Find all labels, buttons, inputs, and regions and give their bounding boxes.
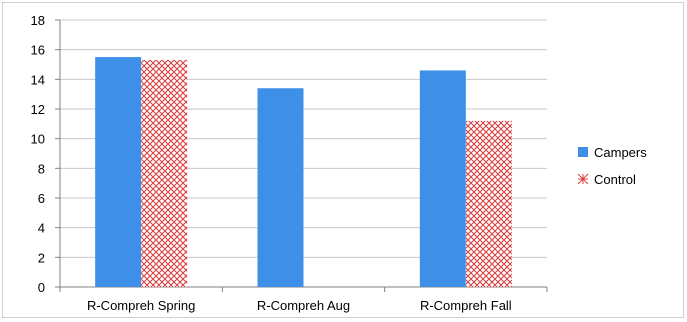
bars <box>95 57 512 288</box>
legend: Campers Control <box>577 145 647 187</box>
y-tick-label: 10 <box>31 132 45 147</box>
y-axis: 0 2 4 6 8 10 12 14 16 18 <box>31 13 61 295</box>
x-tick-label: R-Compreh Fall <box>420 298 512 313</box>
y-tick-label: 2 <box>38 250 45 265</box>
bar-campers-0 <box>95 57 142 288</box>
bar-control-2 <box>465 120 512 287</box>
bar-control-0 <box>141 60 188 287</box>
x-tick-label: R-Compreh Spring <box>87 298 195 313</box>
legend-label-campers: Campers <box>594 145 647 160</box>
y-tick-label: 16 <box>31 43 45 58</box>
x-tick-label: R-Compreh Aug <box>257 298 350 313</box>
y-tick-label: 18 <box>31 13 45 28</box>
bar-campers-1 <box>257 88 304 287</box>
x-axis: R-Compreh Spring R-Compreh Aug R-Compreh F… <box>59 286 548 313</box>
legend-swatch-campers <box>578 147 588 157</box>
y-tick-label: 12 <box>31 102 45 117</box>
y-tick-label: 4 <box>38 221 45 236</box>
bar-campers-2 <box>419 70 466 287</box>
y-tick-label: 14 <box>31 72 45 87</box>
y-tick-label: 8 <box>38 161 45 176</box>
legend-label-control: Control <box>594 172 636 187</box>
y-tick-label: 6 <box>38 191 45 206</box>
legend-swatch-control <box>577 173 589 185</box>
y-tick-label: 0 <box>38 280 45 295</box>
